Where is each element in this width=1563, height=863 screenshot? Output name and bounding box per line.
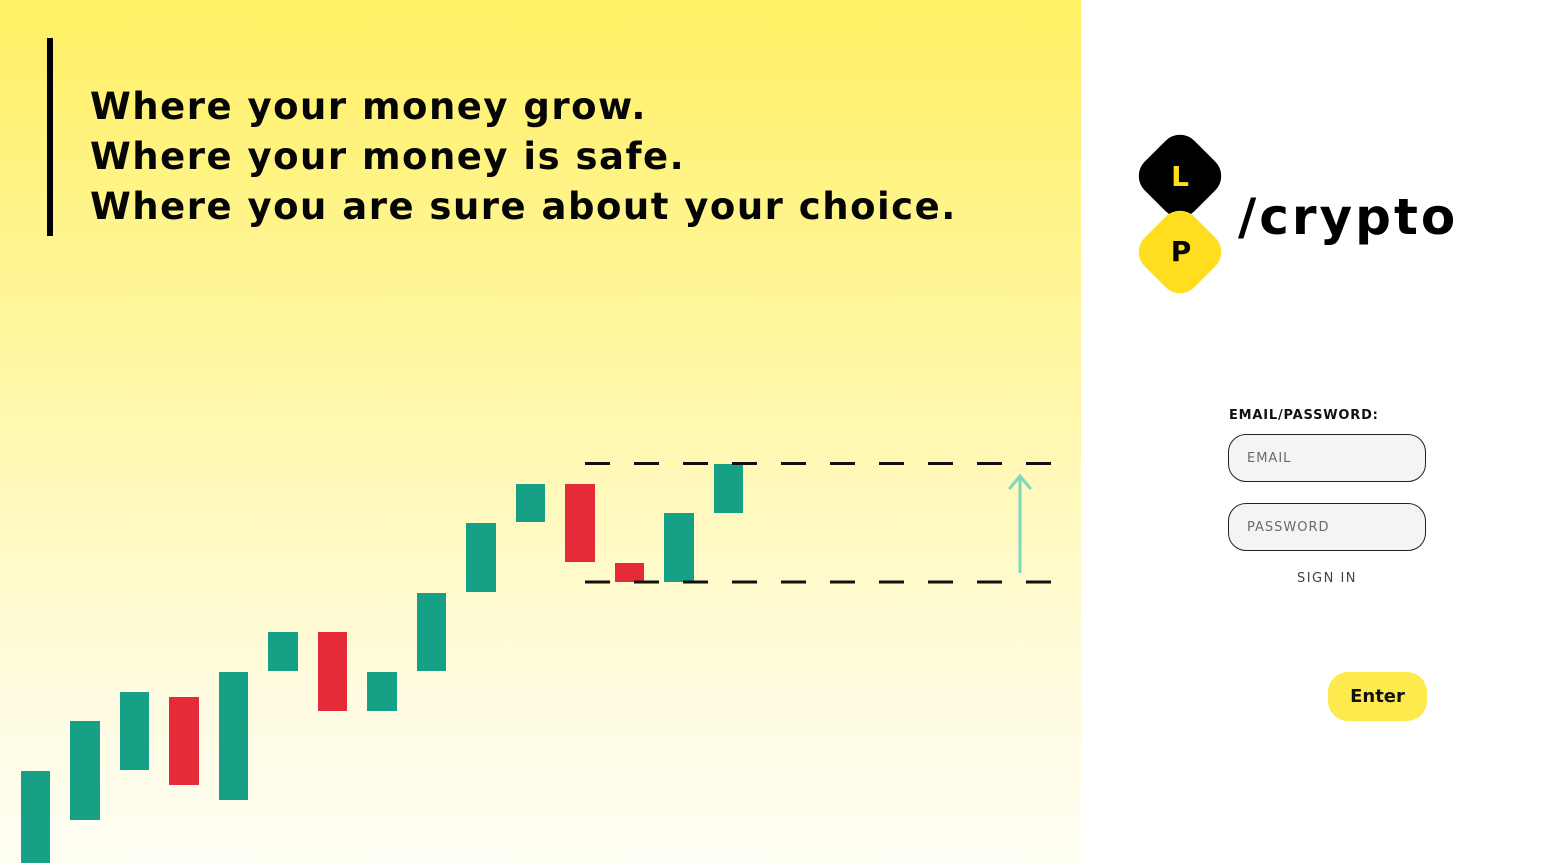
candle	[120, 692, 149, 770]
logo-letter-l: L	[1171, 160, 1189, 193]
up-arrow-icon	[1008, 473, 1032, 573]
headline-line-1: Where your money grow.	[90, 85, 647, 128]
hero-panel: Where your money grow. Where your money …	[0, 0, 1081, 863]
enter-button[interactable]: Enter	[1328, 672, 1427, 721]
login-panel	[1081, 0, 1563, 863]
candle	[367, 672, 397, 711]
password-input[interactable]	[1228, 503, 1426, 551]
headline-line-3: Where you are sure about your choice.	[90, 185, 957, 228]
candle	[466, 523, 496, 592]
candle	[21, 771, 50, 863]
headline-accent-bar	[47, 38, 53, 236]
candlestick-illustration	[21, 462, 1056, 863]
candle	[169, 697, 199, 785]
candle	[615, 563, 644, 582]
login-label: EMAIL/PASSWORD:	[1229, 408, 1379, 423]
logo-letter-p: P	[1170, 235, 1192, 268]
candle	[219, 672, 248, 800]
sign-in-link[interactable]: SIGN IN	[1296, 571, 1358, 586]
candle	[318, 632, 347, 711]
candle	[714, 464, 743, 513]
candle	[664, 513, 694, 582]
candles	[21, 464, 743, 863]
candle	[70, 721, 100, 820]
candle	[565, 484, 595, 562]
headline-line-2: Where your money is safe.	[90, 135, 686, 178]
logo-wordmark: /crypto	[1238, 188, 1459, 246]
candle	[268, 632, 298, 671]
email-input[interactable]	[1228, 434, 1426, 482]
candle	[516, 484, 545, 522]
candle	[417, 593, 446, 671]
headline: Where your money grow. Where your money …	[90, 82, 957, 232]
